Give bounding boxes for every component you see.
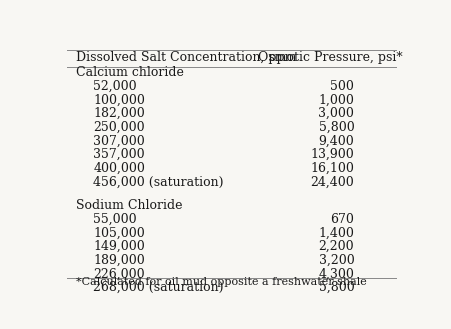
Text: 5,800: 5,800 <box>318 281 354 294</box>
Text: Sodium Chloride: Sodium Chloride <box>76 199 182 212</box>
Text: 52,000: 52,000 <box>93 80 137 92</box>
Text: 55,000: 55,000 <box>93 213 137 226</box>
Text: 456,000 (saturation): 456,000 (saturation) <box>93 175 223 188</box>
Text: 182,000: 182,000 <box>93 107 145 120</box>
Text: 105,000: 105,000 <box>93 227 145 240</box>
Text: 5,800: 5,800 <box>318 121 354 134</box>
Text: 100,000: 100,000 <box>93 93 145 106</box>
Text: 3,000: 3,000 <box>318 107 354 120</box>
Text: 2,200: 2,200 <box>318 240 354 253</box>
Text: 357,000: 357,000 <box>93 148 145 161</box>
Text: 250,000: 250,000 <box>93 121 145 134</box>
Text: 189,000: 189,000 <box>93 254 145 267</box>
Text: 268,000 (saturation): 268,000 (saturation) <box>93 281 223 294</box>
Text: 226,000: 226,000 <box>93 267 145 281</box>
Text: Osmotic Pressure, psi*: Osmotic Pressure, psi* <box>258 51 402 64</box>
Text: 670: 670 <box>330 213 354 226</box>
Text: 149,000: 149,000 <box>93 240 145 253</box>
Text: 16,100: 16,100 <box>310 162 354 175</box>
Text: 1,000: 1,000 <box>318 93 354 106</box>
Text: 307,000: 307,000 <box>93 134 145 147</box>
Text: 400,000: 400,000 <box>93 162 145 175</box>
Text: Dissolved Salt Concentration, ppm: Dissolved Salt Concentration, ppm <box>76 51 295 64</box>
Text: *Calculated for oil mud opposite a freshwater shale: *Calculated for oil mud opposite a fresh… <box>76 277 366 287</box>
Text: 1,400: 1,400 <box>318 227 354 240</box>
Text: Calcium chloride: Calcium chloride <box>76 66 183 79</box>
Text: 9,400: 9,400 <box>318 134 354 147</box>
Text: 500: 500 <box>330 80 354 92</box>
Text: 24,400: 24,400 <box>310 175 354 188</box>
Text: 3,200: 3,200 <box>318 254 354 267</box>
Text: 13,900: 13,900 <box>310 148 354 161</box>
Text: 4,300: 4,300 <box>318 267 354 281</box>
